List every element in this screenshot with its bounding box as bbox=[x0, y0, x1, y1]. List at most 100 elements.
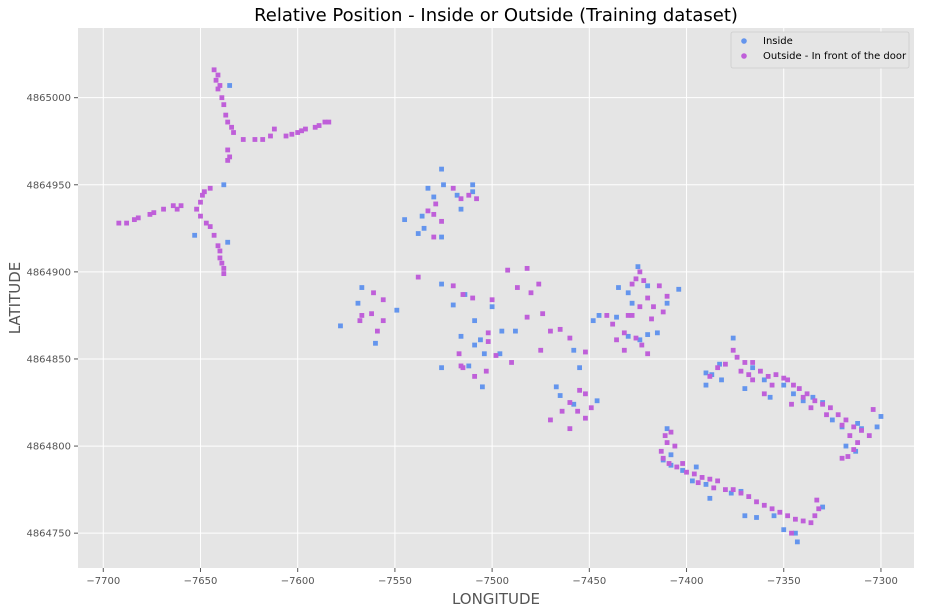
point-outside bbox=[639, 342, 645, 348]
point-outside bbox=[668, 429, 674, 435]
chart-title: Relative Position - Inside or Outside (T… bbox=[254, 5, 738, 26]
point-inside bbox=[645, 283, 651, 289]
point-outside bbox=[691, 471, 697, 477]
point-outside bbox=[814, 497, 820, 503]
point-inside bbox=[693, 464, 699, 470]
x-tick-label: −7300 bbox=[864, 576, 898, 587]
point-inside bbox=[843, 443, 849, 449]
point-outside bbox=[583, 415, 588, 421]
point-inside bbox=[791, 391, 796, 397]
point-inside bbox=[425, 185, 431, 191]
point-inside bbox=[450, 302, 456, 308]
point-outside bbox=[680, 461, 686, 466]
point-inside bbox=[781, 527, 787, 533]
point-inside bbox=[728, 490, 734, 496]
point-inside bbox=[499, 328, 505, 334]
point-outside bbox=[754, 499, 759, 505]
point-outside bbox=[859, 427, 864, 433]
point-inside bbox=[557, 393, 563, 398]
point-outside bbox=[135, 215, 141, 221]
point-inside bbox=[730, 335, 736, 341]
point-outside bbox=[225, 147, 231, 153]
point-outside bbox=[796, 386, 802, 391]
point-outside bbox=[645, 295, 651, 301]
point-inside bbox=[680, 468, 686, 473]
point-outside bbox=[637, 304, 643, 310]
point-inside bbox=[771, 513, 777, 519]
point-outside bbox=[380, 297, 386, 303]
point-outside bbox=[649, 316, 654, 322]
point-outside bbox=[460, 365, 466, 371]
point-outside bbox=[750, 377, 756, 383]
point-inside bbox=[431, 194, 437, 200]
point-outside bbox=[439, 218, 444, 224]
point-outside bbox=[433, 201, 439, 207]
x-tick-label: −7700 bbox=[86, 576, 120, 587]
point-outside bbox=[213, 77, 219, 83]
point-inside bbox=[793, 530, 798, 536]
legend: Inside Outside - In front of the door bbox=[730, 31, 910, 69]
point-outside bbox=[870, 407, 876, 412]
y-tick-label: 4864800 bbox=[26, 442, 71, 453]
point-inside bbox=[479, 384, 485, 390]
point-outside bbox=[785, 377, 791, 383]
x-tick-label: −7550 bbox=[378, 576, 412, 587]
point-outside bbox=[431, 234, 437, 240]
point-outside bbox=[215, 72, 221, 78]
point-inside bbox=[497, 351, 503, 357]
point-inside bbox=[616, 285, 621, 290]
point-outside bbox=[660, 455, 666, 461]
point-outside bbox=[656, 283, 662, 289]
point-inside bbox=[221, 182, 227, 188]
point-outside bbox=[283, 133, 289, 139]
point-inside bbox=[781, 382, 787, 388]
point-outside bbox=[738, 368, 744, 374]
y-tick-label: 4864900 bbox=[26, 267, 71, 278]
point-outside bbox=[540, 311, 546, 317]
point-outside bbox=[217, 248, 223, 254]
point-outside bbox=[800, 518, 806, 524]
point-inside bbox=[664, 300, 670, 306]
point-inside bbox=[717, 361, 722, 367]
point-outside bbox=[734, 354, 740, 360]
point-outside bbox=[450, 283, 456, 289]
point-outside bbox=[715, 478, 721, 484]
point-outside bbox=[357, 318, 363, 324]
point-inside bbox=[829, 417, 835, 423]
point-outside bbox=[785, 513, 791, 519]
point-outside bbox=[211, 232, 217, 238]
point-outside bbox=[845, 454, 851, 459]
point-outside bbox=[621, 347, 627, 353]
point-inside bbox=[668, 452, 674, 458]
legend-marker-inside bbox=[741, 38, 747, 44]
point-outside bbox=[131, 217, 137, 223]
plot-area bbox=[78, 28, 914, 568]
point-outside bbox=[746, 372, 752, 378]
point-inside bbox=[571, 347, 577, 353]
point-inside bbox=[394, 307, 400, 313]
point-inside bbox=[742, 386, 748, 391]
point-inside bbox=[742, 513, 748, 519]
point-outside bbox=[322, 119, 328, 125]
point-inside bbox=[472, 342, 478, 348]
point-outside bbox=[493, 353, 499, 358]
point-outside bbox=[769, 506, 775, 512]
point-outside bbox=[723, 361, 728, 367]
point-inside bbox=[855, 421, 861, 426]
point-inside bbox=[458, 333, 464, 339]
point-outside bbox=[485, 339, 491, 344]
point-outside bbox=[221, 102, 227, 108]
point-outside bbox=[866, 433, 872, 439]
point-outside bbox=[651, 304, 656, 310]
point-outside bbox=[730, 487, 736, 493]
x-axis-label: LONGITUDE bbox=[452, 590, 540, 608]
point-outside bbox=[116, 220, 122, 226]
point-inside bbox=[614, 314, 619, 320]
point-outside bbox=[666, 461, 672, 466]
point-outside bbox=[207, 224, 213, 229]
point-outside bbox=[174, 206, 180, 212]
point-outside bbox=[750, 360, 756, 365]
point-outside bbox=[231, 130, 236, 135]
point-outside bbox=[215, 243, 221, 249]
